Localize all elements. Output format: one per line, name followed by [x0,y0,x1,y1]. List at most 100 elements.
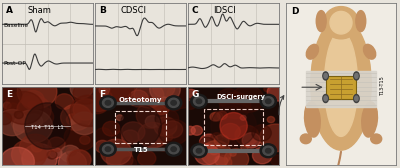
Circle shape [196,99,202,104]
Ellipse shape [220,113,247,139]
Circle shape [210,112,220,121]
Circle shape [95,128,112,142]
Circle shape [200,134,219,150]
Circle shape [195,144,219,165]
Circle shape [242,133,260,148]
Circle shape [0,147,34,168]
Circle shape [110,85,130,103]
Text: C: C [192,6,198,15]
Circle shape [196,148,202,153]
Circle shape [165,134,173,140]
Circle shape [168,144,179,154]
Circle shape [168,98,179,108]
Circle shape [64,124,96,151]
Circle shape [184,89,198,100]
Circle shape [12,140,46,168]
Circle shape [100,96,116,110]
Circle shape [28,101,36,109]
Circle shape [71,112,98,135]
Ellipse shape [311,18,371,150]
Circle shape [212,112,223,121]
Text: G: G [192,90,199,99]
Circle shape [235,125,258,145]
Circle shape [208,150,227,166]
Text: B: B [99,6,106,15]
Circle shape [84,92,110,114]
Bar [326,76,356,98]
Circle shape [0,113,12,125]
Circle shape [213,155,232,168]
Circle shape [3,102,11,109]
Ellipse shape [362,102,378,137]
Circle shape [355,74,358,78]
Circle shape [73,99,98,120]
Circle shape [220,92,251,118]
Circle shape [323,94,328,102]
Circle shape [60,145,80,162]
Circle shape [58,151,86,168]
Circle shape [70,79,93,98]
Circle shape [191,126,202,135]
Ellipse shape [211,105,256,147]
Text: D: D [292,7,299,16]
Circle shape [185,126,195,135]
Circle shape [0,83,22,110]
Circle shape [263,97,274,106]
Circle shape [201,141,231,166]
Circle shape [252,147,272,164]
Circle shape [136,102,168,129]
Circle shape [264,86,270,92]
Circle shape [166,83,196,108]
Circle shape [14,111,23,119]
Text: Post-OP: Post-OP [3,61,26,66]
Circle shape [200,137,215,151]
Bar [115,111,166,143]
Circle shape [17,75,57,109]
Circle shape [102,121,120,136]
Circle shape [74,116,82,123]
Circle shape [30,107,54,127]
Circle shape [166,97,182,111]
Circle shape [153,79,175,97]
Circle shape [252,125,271,141]
Circle shape [166,96,182,110]
Circle shape [159,119,189,145]
Circle shape [100,142,116,156]
Circle shape [13,110,53,143]
Circle shape [154,101,170,115]
Circle shape [116,115,123,121]
Circle shape [241,144,248,151]
Circle shape [263,146,274,155]
Text: T15: T15 [134,147,148,153]
Ellipse shape [316,11,326,32]
Circle shape [101,139,132,165]
Circle shape [55,94,74,109]
Circle shape [154,117,177,136]
Circle shape [121,122,145,142]
Circle shape [66,147,76,156]
Circle shape [99,85,110,95]
Circle shape [4,92,43,124]
Circle shape [224,149,249,168]
Text: IDSCI: IDSCI [214,6,236,15]
Circle shape [122,130,139,144]
Circle shape [66,114,80,125]
Circle shape [267,116,275,123]
Circle shape [194,146,204,155]
Circle shape [106,148,133,168]
Circle shape [191,94,207,108]
Circle shape [49,148,62,159]
Text: Sham: Sham [28,6,52,15]
Circle shape [266,99,271,104]
Text: CDSCI: CDSCI [121,6,147,15]
Circle shape [67,150,91,168]
Circle shape [324,74,327,78]
Ellipse shape [306,44,318,59]
Circle shape [48,137,65,152]
Circle shape [69,150,91,168]
Circle shape [271,155,283,166]
Circle shape [158,141,170,151]
Circle shape [128,90,148,107]
Circle shape [150,77,180,102]
Ellipse shape [364,44,376,59]
